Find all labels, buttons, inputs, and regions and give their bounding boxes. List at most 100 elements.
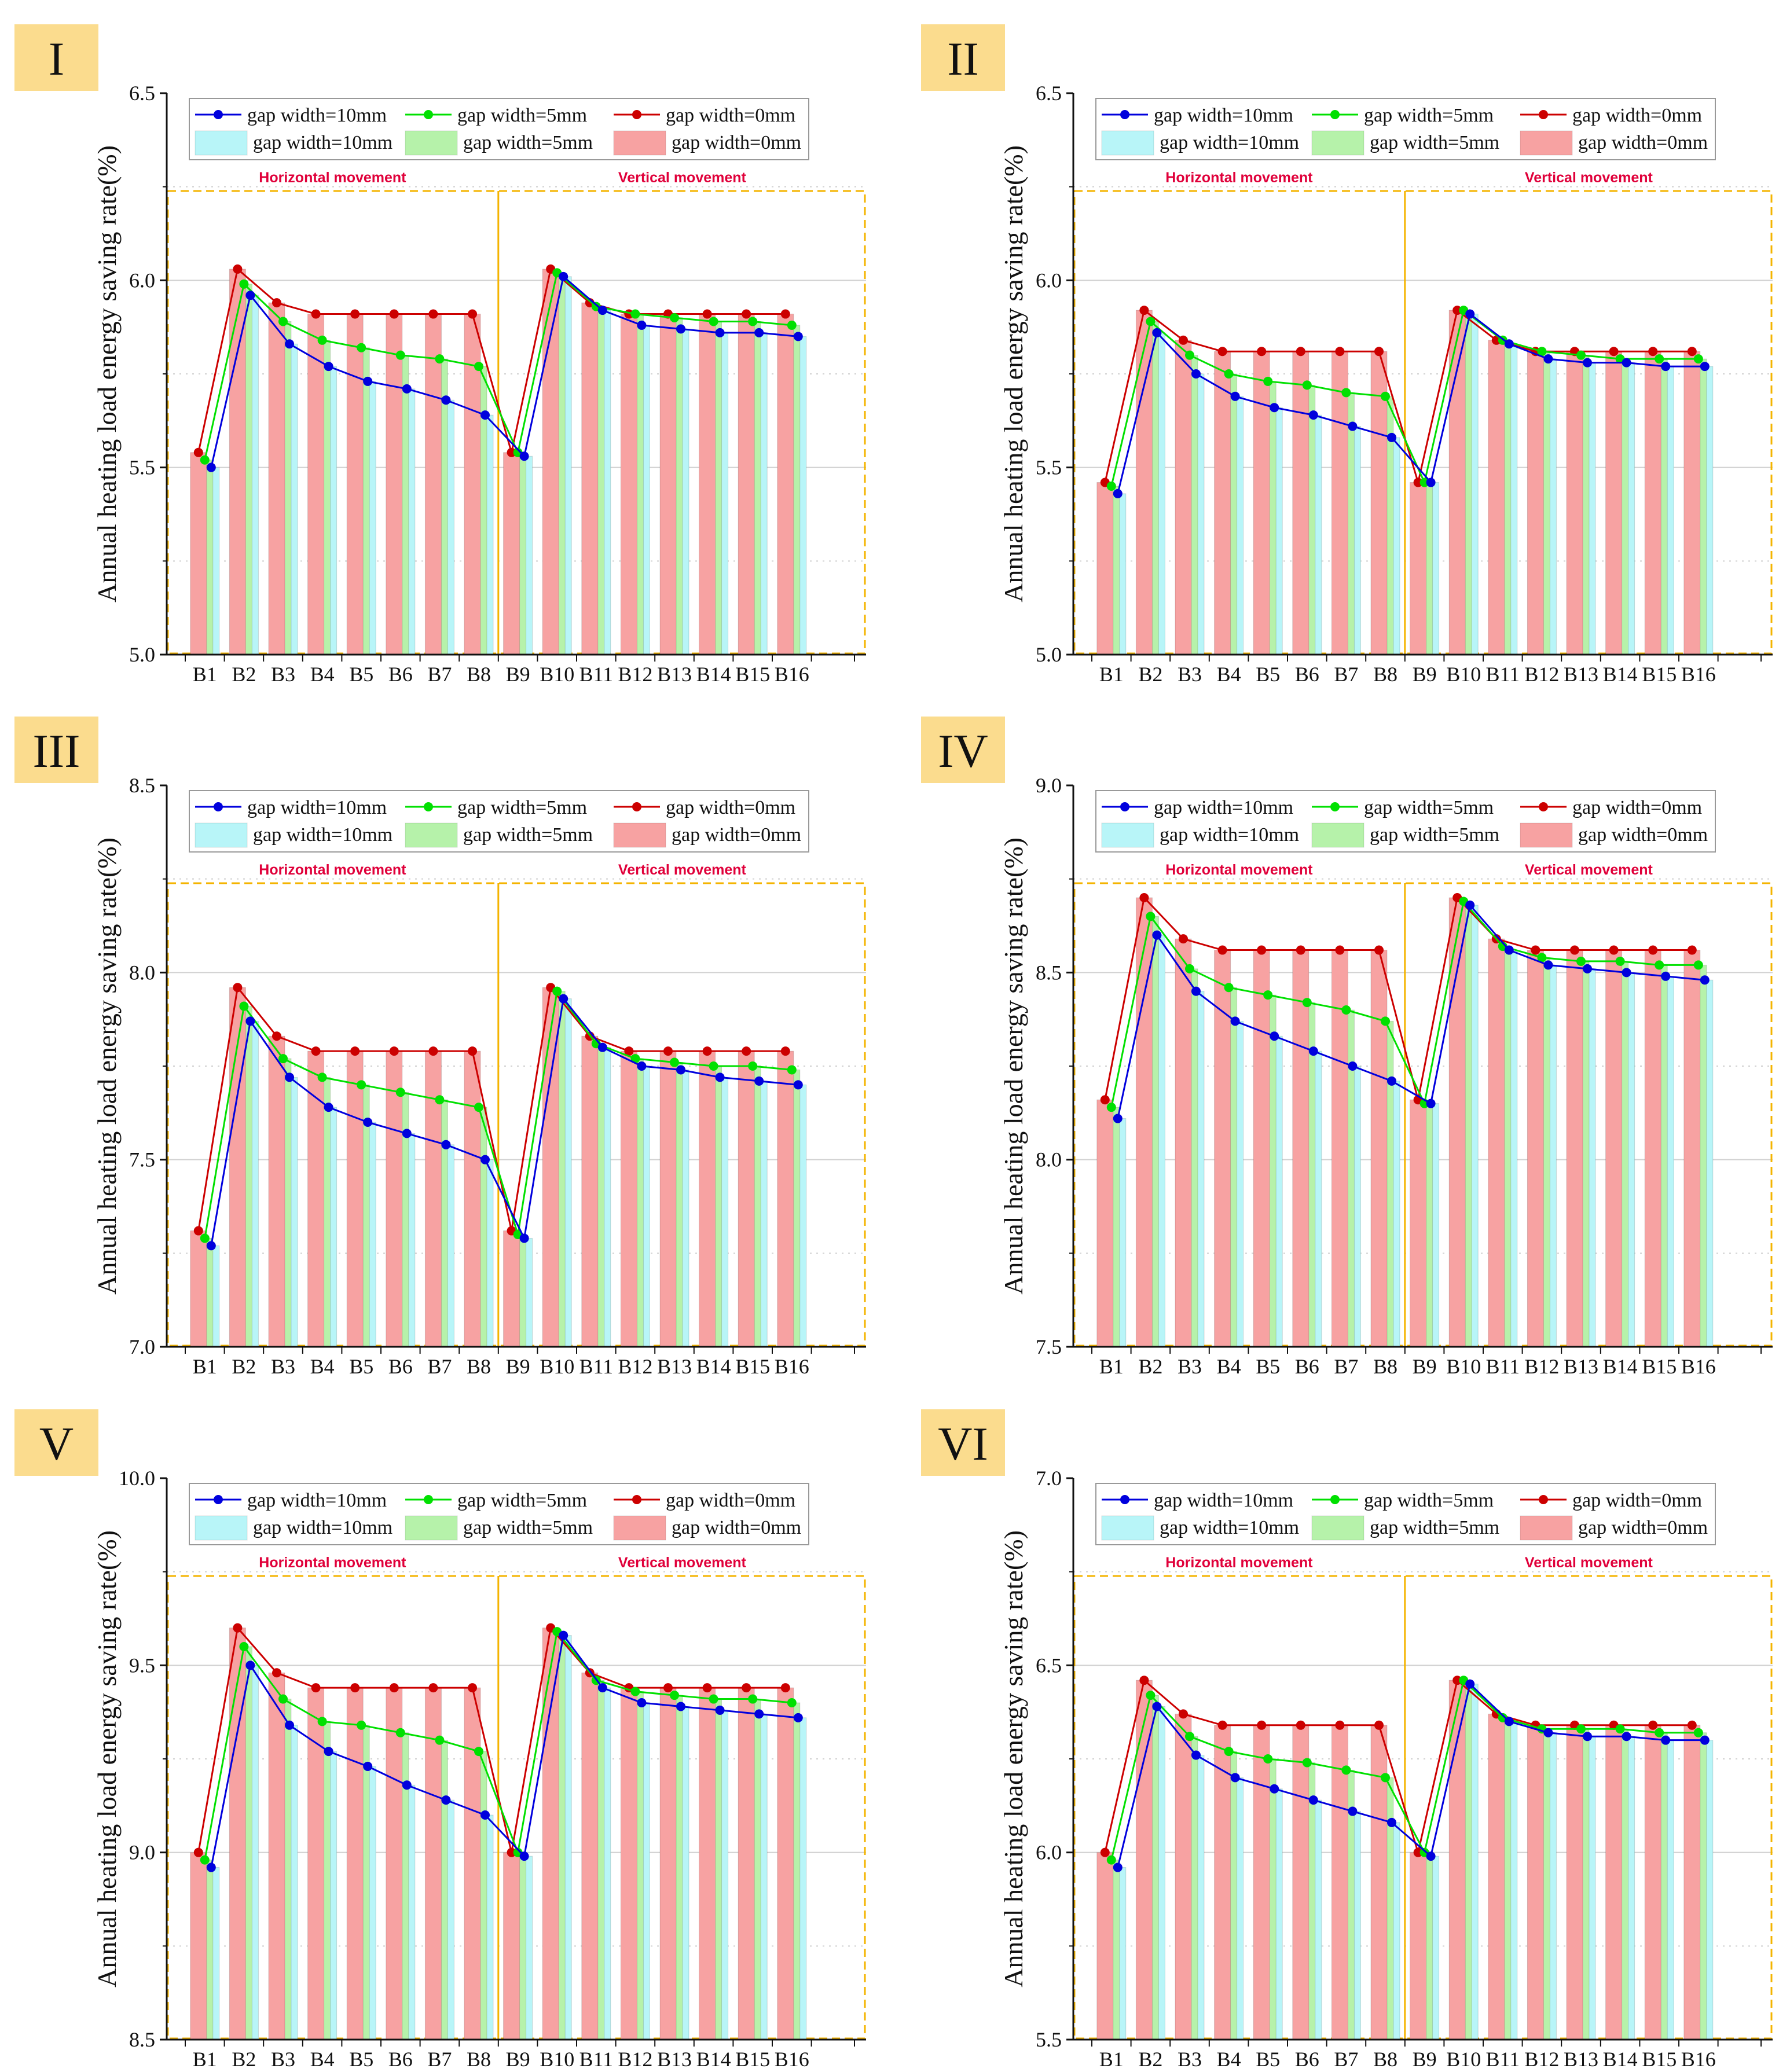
bar-0mm bbox=[1605, 351, 1623, 655]
legend-marker bbox=[424, 1495, 433, 1504]
bar-0mm bbox=[1605, 950, 1623, 1347]
point-5mm bbox=[474, 1747, 483, 1757]
y-tick-label: 5.5 bbox=[1036, 2028, 1062, 2051]
point-5mm bbox=[200, 455, 210, 465]
point-10mm bbox=[1543, 960, 1553, 970]
point-0mm bbox=[233, 264, 243, 274]
legend-label: gap width=10mm bbox=[247, 1490, 387, 1511]
line-0mm bbox=[197, 267, 786, 453]
y-tick-label: 6.0 bbox=[1036, 1841, 1062, 1864]
legend-label: gap width=5mm bbox=[1364, 1490, 1494, 1511]
y-axis-label: Annual heating load energy saving rate(%… bbox=[92, 145, 122, 603]
chart-panel-II: II Horizontal movement Vertical movement 5.… bbox=[921, 24, 1773, 686]
point-5mm bbox=[1106, 1103, 1116, 1112]
point-10mm bbox=[245, 291, 255, 300]
x-tick-label: B15 bbox=[735, 1355, 770, 1378]
point-5mm bbox=[670, 1691, 679, 1700]
y-tick-label: 8.0 bbox=[129, 961, 155, 984]
point-5mm bbox=[552, 986, 562, 996]
point-10mm bbox=[245, 1016, 255, 1026]
point-5mm bbox=[317, 1717, 327, 1726]
point-5mm bbox=[748, 1061, 758, 1071]
point-0mm bbox=[780, 1046, 790, 1056]
x-tick-label: B2 bbox=[1138, 1355, 1162, 1378]
legend-bar-swatch bbox=[195, 1515, 248, 1541]
line-5mm bbox=[1110, 899, 1699, 1108]
point-10mm bbox=[754, 1709, 764, 1719]
legend: gap width=10mm gap width=10mm gap width=5m… bbox=[1095, 1483, 1716, 1545]
horizontal-movement-label: Horizontal movement bbox=[259, 170, 406, 186]
x-tick-label: B10 bbox=[1446, 1355, 1481, 1378]
bar-0mm bbox=[307, 1687, 325, 2040]
y-tick-label: 9.0 bbox=[1036, 774, 1062, 797]
y-tick-label: 9.0 bbox=[129, 1841, 155, 1864]
point-0mm bbox=[389, 1046, 399, 1056]
point-0mm bbox=[1100, 1095, 1110, 1105]
bar-0mm bbox=[464, 1050, 481, 1347]
point-10mm bbox=[559, 994, 568, 1004]
legend-label: gap width=0mm bbox=[1572, 105, 1702, 126]
bar-0mm bbox=[1410, 482, 1427, 655]
y-tick-label: 10.0 bbox=[119, 1467, 155, 1490]
point-5mm bbox=[1146, 912, 1156, 921]
bar-0mm bbox=[738, 314, 755, 655]
bar-0mm bbox=[503, 452, 520, 655]
x-tick-label: B8 bbox=[1373, 663, 1397, 686]
point-5mm bbox=[474, 1103, 483, 1112]
point-0mm bbox=[1570, 945, 1579, 955]
y-tick-label: 5.5 bbox=[129, 456, 155, 479]
point-5mm bbox=[1693, 960, 1703, 970]
legend-label: gap width=10mm bbox=[1160, 132, 1299, 153]
point-5mm bbox=[1576, 350, 1586, 360]
bar-0mm bbox=[620, 314, 637, 655]
bar-0mm bbox=[1410, 1099, 1427, 1347]
point-10mm bbox=[1543, 1728, 1553, 1737]
bar-0mm bbox=[1253, 1725, 1270, 2040]
panel-label: II bbox=[947, 32, 979, 85]
line-0mm bbox=[1104, 895, 1692, 1100]
bar-0mm bbox=[1292, 950, 1310, 1347]
legend-label: gap width=0mm bbox=[1572, 797, 1702, 818]
point-10mm bbox=[1622, 968, 1631, 978]
point-5mm bbox=[239, 279, 249, 289]
point-10mm bbox=[715, 1072, 725, 1082]
x-tick-label: B13 bbox=[657, 663, 692, 686]
bar-0mm bbox=[1683, 351, 1701, 655]
bar-0mm bbox=[1331, 950, 1348, 1347]
point-5mm bbox=[1185, 1732, 1194, 1742]
point-0mm bbox=[663, 1683, 673, 1693]
line-0mm bbox=[197, 1626, 786, 1853]
point-10mm bbox=[1426, 1851, 1436, 1861]
point-5mm bbox=[1381, 1773, 1390, 1783]
point-0mm bbox=[350, 1046, 360, 1056]
point-5mm bbox=[317, 1072, 327, 1082]
point-10mm bbox=[1191, 986, 1201, 996]
point-10mm bbox=[597, 1042, 607, 1052]
legend-bar-swatch bbox=[613, 130, 666, 156]
point-5mm bbox=[1341, 1005, 1351, 1015]
legend-marker bbox=[1120, 1495, 1129, 1504]
point-0mm bbox=[468, 1683, 477, 1693]
line-10mm bbox=[210, 275, 798, 468]
point-10mm bbox=[441, 1140, 451, 1149]
bar-0mm bbox=[659, 314, 677, 655]
point-10mm bbox=[1308, 1046, 1318, 1056]
point-10mm bbox=[1661, 1735, 1671, 1745]
x-tick-label: B16 bbox=[775, 2048, 809, 2071]
y-axis-label: Annual heating load energy saving rate(%… bbox=[999, 145, 1028, 603]
bar-0mm bbox=[777, 1687, 794, 2040]
point-0mm bbox=[1335, 347, 1345, 357]
x-tick-label: B12 bbox=[618, 2048, 652, 2071]
legend-label: gap width=5mm bbox=[463, 824, 593, 846]
point-10mm bbox=[676, 324, 685, 334]
bar-0mm bbox=[1175, 340, 1192, 655]
y-tick-label: 6.5 bbox=[129, 82, 155, 105]
point-10mm bbox=[1622, 1732, 1631, 1742]
point-5mm bbox=[1302, 380, 1312, 390]
point-10mm bbox=[285, 1720, 294, 1730]
line-0mm bbox=[1104, 1678, 1692, 1856]
point-5mm bbox=[395, 1088, 405, 1097]
point-0mm bbox=[350, 309, 360, 319]
point-10mm bbox=[676, 1065, 685, 1075]
legend-marker bbox=[1120, 802, 1129, 811]
